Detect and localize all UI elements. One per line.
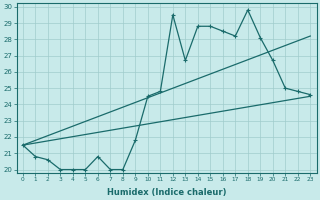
X-axis label: Humidex (Indice chaleur): Humidex (Indice chaleur) xyxy=(107,188,226,197)
